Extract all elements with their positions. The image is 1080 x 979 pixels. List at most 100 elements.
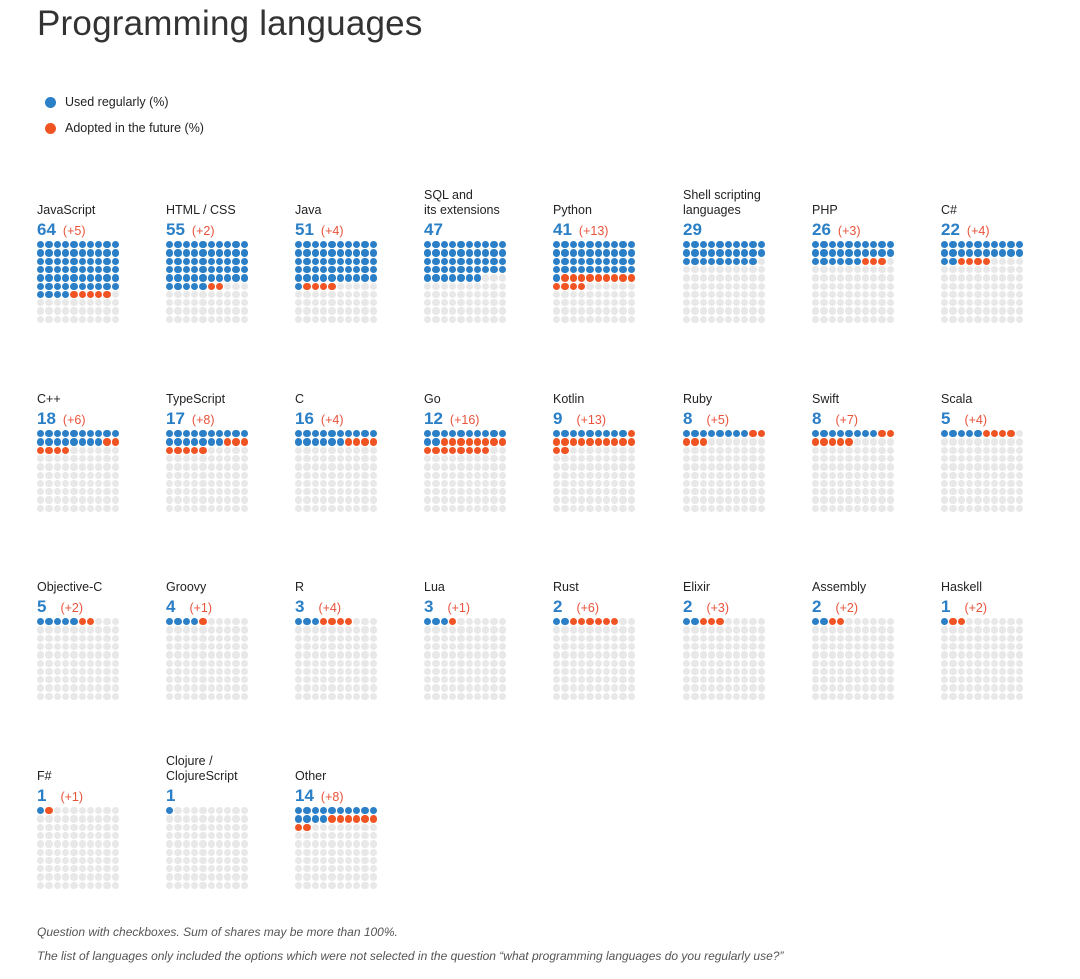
dot-empty: [482, 676, 490, 684]
dot-empty: [498, 446, 507, 454]
dot-used: [353, 430, 361, 438]
dot-empty: [311, 840, 319, 848]
dot-used: [707, 249, 716, 257]
dot-used: [602, 241, 611, 249]
dot-empty: [336, 848, 344, 856]
dot-empty: [311, 676, 319, 684]
dot-empty: [611, 290, 619, 299]
dot-future: [561, 282, 569, 290]
dot-empty: [749, 446, 757, 454]
dot-empty: [295, 454, 303, 463]
dot-empty: [561, 307, 569, 315]
dot-empty: [957, 667, 965, 676]
dot-empty: [699, 307, 707, 315]
dot-used: [95, 257, 103, 265]
dot-used: [53, 430, 61, 438]
dot-empty: [61, 634, 70, 642]
dot-empty: [957, 676, 965, 684]
dot-empty: [465, 479, 473, 488]
dot-empty: [319, 873, 328, 881]
dot-empty: [70, 299, 78, 307]
dot-empty: [949, 315, 957, 324]
dot-empty: [328, 865, 336, 873]
dot-empty: [974, 479, 982, 488]
dot-empty: [611, 488, 619, 496]
dot-used: [336, 249, 344, 257]
dot-empty: [553, 626, 561, 634]
dot-empty: [941, 626, 949, 634]
dot-empty: [369, 881, 378, 890]
used-value-label: 2: [553, 597, 563, 616]
dot-empty: [716, 274, 724, 282]
dot-empty: [78, 659, 86, 667]
dot-empty: [190, 642, 199, 651]
dot-empty: [965, 692, 974, 701]
dot-empty: [812, 692, 820, 701]
dot-used: [732, 241, 741, 249]
dot-empty: [103, 684, 111, 692]
dot-empty: [240, 676, 249, 684]
dot-used: [812, 257, 820, 265]
dot-empty: [619, 307, 627, 315]
dot-empty: [1007, 274, 1015, 282]
dot-used: [482, 265, 490, 274]
dot-empty: [949, 282, 957, 290]
dot-empty: [45, 676, 53, 684]
dot-used: [473, 265, 482, 274]
dot-future: [353, 815, 361, 823]
dot-empty: [61, 659, 70, 667]
dot-future: [103, 438, 111, 446]
dot-empty: [78, 307, 86, 315]
dot-empty: [424, 504, 432, 513]
dot-empty: [70, 815, 78, 823]
dot-used: [61, 274, 70, 282]
dot-empty: [111, 873, 120, 881]
dot-used: [457, 257, 465, 265]
dot-empty: [303, 479, 311, 488]
dot-used: [53, 241, 61, 249]
dot-empty: [224, 488, 232, 496]
dot-empty: [70, 642, 78, 651]
dot-empty: [699, 651, 707, 659]
dot-empty: [37, 856, 45, 865]
dot-empty: [432, 676, 440, 684]
dot-future: [53, 446, 61, 454]
dot-used: [861, 249, 870, 257]
dot-empty: [182, 299, 190, 307]
dot-used: [199, 241, 207, 249]
dot-empty: [757, 667, 766, 676]
dot-empty: [182, 848, 190, 856]
dot-empty: [724, 290, 732, 299]
dot-empty: [949, 667, 957, 676]
dot-used: [448, 430, 457, 438]
dot-empty: [103, 463, 111, 471]
value-labels: 14 (+8): [295, 786, 344, 806]
dot-empty: [336, 504, 344, 513]
dot-empty: [707, 642, 716, 651]
waffle-grid: [683, 618, 767, 702]
dot-empty: [749, 634, 757, 642]
dot-empty: [232, 299, 240, 307]
panel-label-box: F#: [37, 748, 157, 784]
legend-item-used: Used regularly (%): [45, 89, 204, 115]
dot-empty: [86, 667, 95, 676]
dot-future: [1007, 430, 1015, 438]
dot-empty: [95, 881, 103, 890]
dot-used: [553, 257, 561, 265]
dot-empty: [37, 307, 45, 315]
dot-empty: [78, 807, 86, 815]
dot-empty: [45, 496, 53, 504]
dot-used: [602, 257, 611, 265]
dot-empty: [215, 504, 224, 513]
dot-used: [174, 274, 182, 282]
dot-empty: [999, 307, 1007, 315]
dot-empty: [37, 626, 45, 634]
dot-used: [448, 257, 457, 265]
dot-empty: [820, 642, 828, 651]
dot-used: [311, 249, 319, 257]
dot-empty: [982, 438, 990, 446]
dot-used: [353, 265, 361, 274]
dot-used: [95, 430, 103, 438]
dot-empty: [103, 642, 111, 651]
dot-used: [53, 249, 61, 257]
